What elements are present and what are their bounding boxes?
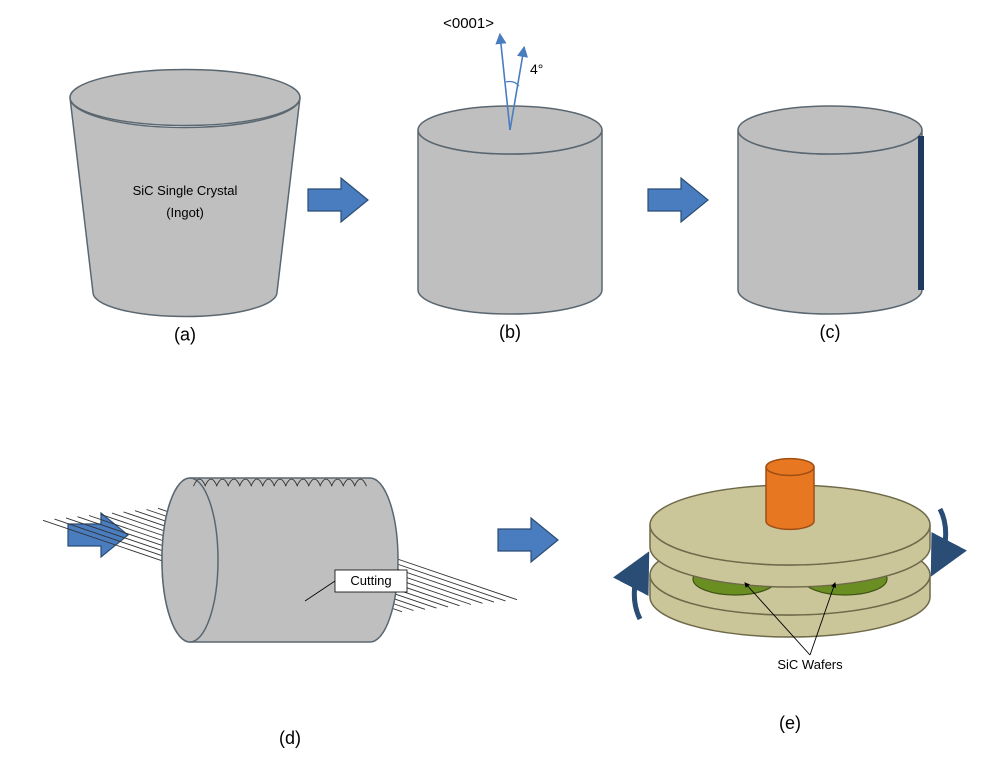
cyl-d-face: [162, 478, 218, 642]
panel-a: SiC Single Crystal (Ingot) (a): [70, 70, 300, 345]
angle-label: 4°: [530, 61, 543, 77]
orientation-label: <0001>: [443, 15, 494, 32]
spindle-top: [766, 459, 814, 476]
ingot-label-1: SiC Single Crystal: [133, 183, 238, 198]
label-b: (b): [499, 322, 521, 342]
label-e: (e): [779, 713, 801, 733]
arrow-d-e: [498, 518, 558, 562]
spindle-side: [766, 467, 814, 529]
cutting-label: Cutting: [350, 573, 391, 588]
arrow-a-b: [308, 178, 368, 222]
cyl-c-top: [738, 106, 922, 154]
panel-c: (c): [738, 106, 924, 342]
rotate-arrow-left-icon: [634, 569, 640, 619]
label-c: (c): [820, 322, 841, 342]
arrow-b-c: [648, 178, 708, 222]
ingot-top: [70, 70, 300, 126]
ingot-label-2: (Ingot): [166, 205, 204, 220]
arrow-c-d: [68, 513, 128, 557]
wafers-label: SiC Wafers: [777, 657, 843, 672]
cyl-c-body: [738, 130, 922, 314]
cyl-b-body: [418, 130, 602, 314]
panel-e: SiC Wafers (e): [634, 459, 945, 733]
panel-d: Cutting (d): [43, 478, 517, 748]
rotate-arrow-right-icon: [940, 509, 946, 559]
label-a: (a): [174, 325, 196, 345]
orientation-flat: [918, 136, 924, 290]
panel-b: <0001> 4° (b): [418, 15, 602, 342]
label-d: (d): [279, 728, 301, 748]
